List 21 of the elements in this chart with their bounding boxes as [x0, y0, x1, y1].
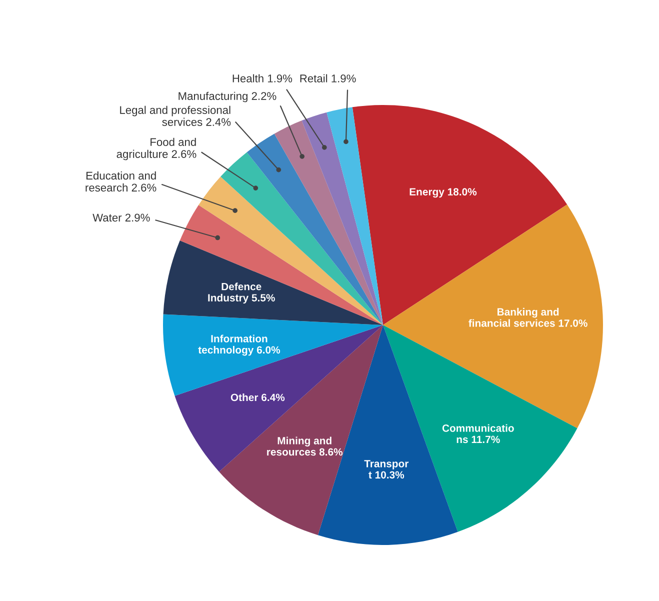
pie-slice: [163, 240, 383, 325]
slice-label: Retail 1.9%: [300, 74, 356, 82]
slice-label: Manufacturing 2.2%: [178, 92, 276, 102]
slice-label: Banking and financial services 17.0%: [468, 308, 588, 327]
pie-slice: [180, 205, 383, 325]
slice-label: Other 6.4%: [230, 393, 285, 402]
slice-label: Food and agriculture 2.6%: [116, 138, 196, 160]
pie-slice: [274, 120, 383, 325]
slice-label: Communicatio ns 11.7%: [442, 424, 514, 444]
slice-label: Defence Industry 5.5%: [208, 282, 275, 304]
pie-slice: [302, 112, 383, 325]
slice-label: Education and research 2.6%: [86, 171, 156, 192]
slice-label: Health 1.9%: [232, 74, 292, 82]
pie-slice: [326, 107, 383, 325]
pie-slice: [198, 176, 383, 325]
slice-label: Information technology 6.0%: [198, 334, 280, 356]
slice-label: Energy 18.0%: [410, 188, 477, 198]
slice-label: Water 2.9%: [92, 214, 150, 222]
slice-label: Transpor t 10.3%: [364, 460, 409, 479]
slice-label: Mining and resources 8.6%: [267, 436, 343, 456]
slice-label: Legal and professional services 2.4%: [120, 106, 231, 126]
